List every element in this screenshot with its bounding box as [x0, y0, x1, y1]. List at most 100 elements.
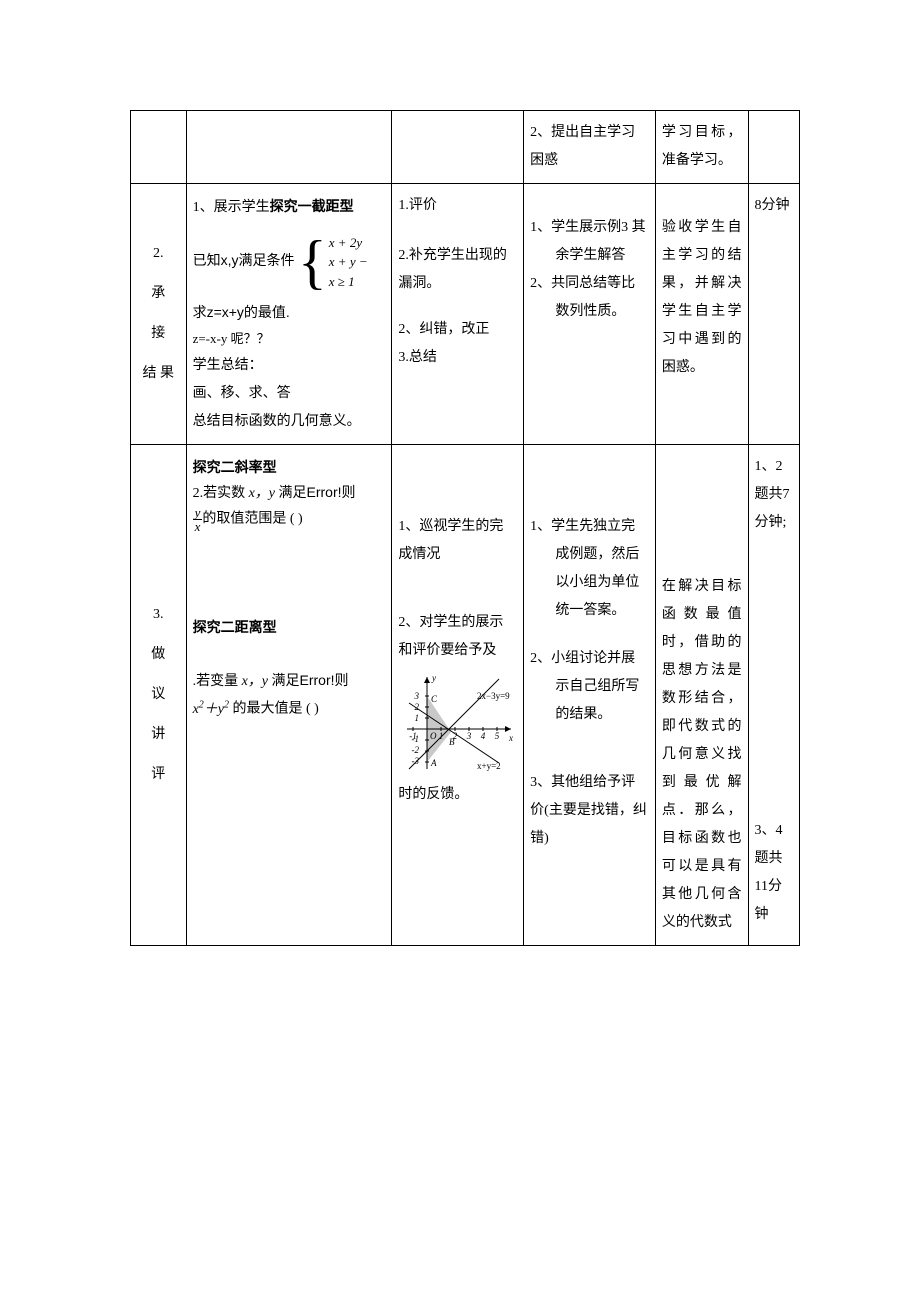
intent-text: 验收学生自主学习的结果，并解决学生自主学习中遇到的困惑。: [662, 214, 742, 382]
student-text: 2、提出自主学习困惑: [530, 119, 649, 175]
stage-cell-1: 2. 承 接 结 果: [131, 184, 187, 445]
stage-label: 3. 做 议 讲 评: [137, 595, 180, 795]
svg-text:3: 3: [413, 691, 419, 701]
teacher-item: 1、巡视学生的完成情况: [398, 513, 517, 569]
svg-text:-1: -1: [409, 731, 417, 741]
fraction: y x: [193, 506, 203, 533]
content-lead: 1、展示学生探究一截距型: [193, 192, 386, 222]
error-text: Error!: [307, 484, 342, 500]
spacer: [530, 192, 649, 214]
content-cell-2: 探究二斜率型 2.若实数 x，y 满足Error!则 y x 的取值范围是 ( …: [186, 445, 392, 946]
svg-text:-2: -2: [411, 745, 419, 755]
content-cell-1: 1、展示学生探究一截距型 已知x,y满足条件 { x + 2y x + y − …: [186, 184, 392, 445]
student-item: 2、共同总结等比数列性质。: [530, 270, 649, 326]
stage-char: 评: [151, 761, 165, 789]
steps: 画、移、求、答: [193, 380, 386, 408]
section-title: 探究二距离型: [193, 613, 386, 641]
teacher-item: 2.补充学生出现的漏洞。: [398, 242, 517, 298]
spacer: [662, 453, 742, 573]
student-item: 2、小组讨论并展示自己组所写的结果。: [530, 645, 649, 729]
spacer: [530, 453, 649, 513]
math-condition-line: 已知x,y满足条件 { x + 2y x + y − x ≥ 1: [193, 232, 386, 292]
q3-tail: 的最大值是 ( ): [229, 702, 319, 717]
stage-number: 2.: [153, 240, 164, 268]
lesson-plan-table: 2、提出自主学习困惑 学习目标，准备学习。 2. 承 接 结 果 1、展示学生探…: [130, 110, 800, 946]
stage-char: 承: [151, 280, 165, 308]
svg-text:2x−3y=9: 2x−3y=9: [477, 691, 510, 701]
frac-den: x: [193, 520, 203, 533]
teacher-item: 2、对学生的展示和评价要给予及: [398, 609, 517, 665]
x2: x2: [193, 702, 204, 717]
feasible-region-diagram: 3 2 1 -1 -2 -3 -1 1 2 3 4 5 O C B: [399, 669, 517, 777]
brace-line: x ≥ 1: [329, 272, 368, 292]
q2-mid: 满足: [279, 486, 307, 501]
stage-char: 议: [151, 681, 165, 709]
known-prefix: 已知x,y满足条件: [193, 252, 295, 268]
q3-suffix: 则: [335, 674, 349, 689]
teacher-item: 1.评价: [398, 192, 517, 220]
q3-vars: x，y: [242, 674, 272, 689]
svg-text:3: 3: [466, 731, 472, 741]
spacer: [398, 569, 517, 609]
student-item: 1、学生展示例3 其余学生解答: [530, 214, 649, 270]
brace-lines: x + 2y x + y − x ≥ 1: [329, 232, 368, 292]
left-brace-icon: {: [298, 232, 327, 292]
time-text: 8分钟: [755, 192, 793, 220]
time-cell-2: 1、2题共7分钟; 3、4题共11分钟: [748, 445, 799, 946]
table-row: 2. 承 接 结 果 1、展示学生探究一截距型 已知x,y满足条件 { x + …: [131, 184, 800, 445]
table-row: 3. 做 议 讲 评 探究二斜率型 2.若实数 x，y 满足Error!则 y …: [131, 445, 800, 946]
q3-prefix: .若变量: [193, 674, 242, 689]
student-cell-1: 1、学生展示例3 其余学生解答 2、共同总结等比数列性质。: [524, 184, 656, 445]
spacer: [398, 298, 517, 316]
document-page: 2、提出自主学习困惑 学习目标，准备学习。 2. 承 接 结 果 1、展示学生探…: [0, 0, 920, 1006]
teacher-cell-2: 1、巡视学生的完成情况 2、对学生的展示和评价要给予及 3 2 1 -1 -2 …: [392, 445, 524, 946]
spacer: [398, 453, 517, 513]
teacher-cell-1: 1.评价 2.补充学生出现的漏洞。 2、纠错，改正 3.总结: [392, 184, 524, 445]
q2-range: 的取值范围是 ( ): [202, 512, 302, 527]
intent-cell-2: 在解决目标函数最值时，借助的思想方法是数形结合，即代数式的几何意义找到最优解点．…: [655, 445, 748, 946]
stage-char: 接: [151, 320, 165, 348]
svg-text:A: A: [430, 758, 437, 768]
spacer: [530, 729, 649, 769]
time-cell-empty: [748, 111, 799, 184]
svg-text:-3: -3: [411, 756, 419, 766]
brace-line: x + y −: [329, 252, 368, 272]
q3-mid: 满足: [272, 674, 300, 689]
question-3b: x2＋y2 的最大值是 ( ): [193, 695, 386, 723]
table-row: 2、提出自主学习困惑 学习目标，准备学习。: [131, 111, 800, 184]
stage-cell-empty: [131, 111, 187, 184]
error-text: Error!: [300, 672, 335, 688]
spacer: [193, 641, 386, 667]
spacer: [193, 533, 386, 613]
lead-bold: 探究一截距型: [270, 198, 354, 214]
teacher-cell-empty: [392, 111, 524, 184]
frac-num: y: [193, 506, 203, 520]
svg-text:x+y=2: x+y=2: [477, 761, 501, 771]
question-3: .若变量 x，y 满足Error!则: [193, 667, 386, 696]
student-cell-0: 2、提出自主学习困惑: [524, 111, 656, 184]
time-cell-1: 8分钟: [748, 184, 799, 445]
stage-number: 3.: [153, 601, 164, 629]
question-2b: y x 的取值范围是 ( ): [193, 506, 386, 533]
spacer: [755, 537, 793, 817]
svg-text:y: y: [431, 673, 436, 683]
svg-text:C: C: [431, 694, 438, 704]
plus-y2: ＋y2: [204, 702, 229, 717]
svg-text:5: 5: [495, 731, 500, 741]
brace-line: x + 2y: [329, 233, 368, 253]
student-item: 1、学生先独立完成例题，然后以小组为单位统一答案。: [530, 513, 649, 625]
student-item: 3、其他组给予评价(主要是找错，纠错): [530, 769, 649, 853]
time-text-2: 3、4题共11分钟: [755, 817, 793, 929]
ask-line: 求z=x+y的最值.: [193, 298, 386, 326]
teacher-item: 3.总结: [398, 344, 517, 372]
svg-text:O: O: [430, 731, 437, 741]
spacer: [530, 625, 649, 645]
spacer: [662, 192, 742, 214]
teacher-item: 2、纠错，改正: [398, 316, 517, 344]
sub-line: z=-x-y 呢？？: [193, 326, 386, 352]
q2-prefix: 2.若实数: [193, 486, 249, 501]
svg-text:B: B: [449, 737, 455, 747]
question-2: 2.若实数 x，y 满足Error!则: [193, 481, 386, 506]
time-text-1: 1、2题共7分钟;: [755, 453, 793, 537]
stage-char: 讲: [151, 721, 165, 749]
